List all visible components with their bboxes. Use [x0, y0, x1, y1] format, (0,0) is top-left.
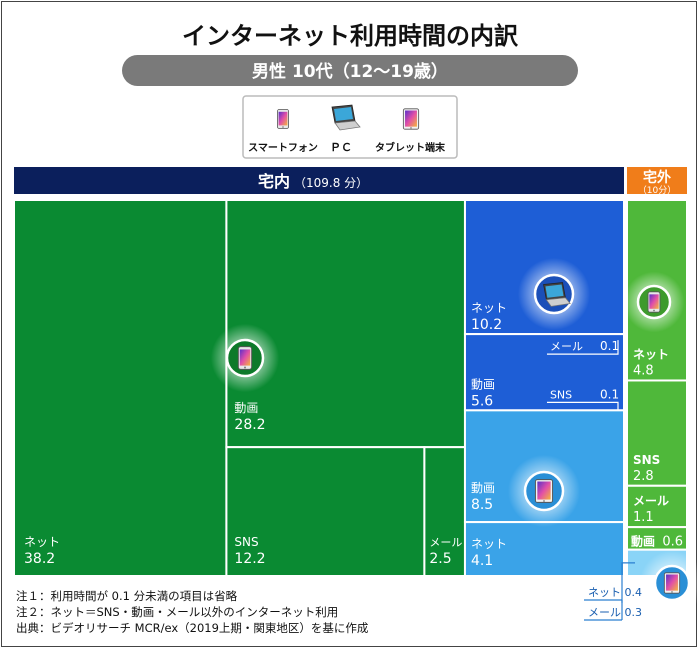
legend-label-pc: ＰＣ	[330, 141, 352, 154]
cell-home-pc-net-value: 10.2	[471, 317, 502, 333]
cell-home-pc-video	[463, 333, 625, 412]
cell-away-smartphone-mail	[626, 484, 688, 529]
cell-away-smartphone-mail-value: 1.1	[633, 510, 654, 525]
cell-home-pc-sns-label: SNS	[550, 388, 572, 401]
cell-home-tablet-net-value: 4.1	[471, 553, 493, 569]
cell-away-tablet-mail: メール 0.3	[588, 606, 642, 619]
cell-home-tablet-video-label: 動画	[471, 481, 495, 495]
legend-smartphone-icon	[276, 108, 290, 130]
cell-home-smartphone-mail-label: メール	[429, 536, 462, 549]
home-header	[14, 167, 624, 194]
cell-home-smartphone-mail-value: 2.5	[429, 551, 451, 567]
cell-away-smartphone-mail-label: メール	[633, 494, 669, 508]
home-header-total: （109.8 分）	[294, 176, 368, 190]
legend-label-tablet: タブレット端末	[375, 141, 446, 154]
cell-away-smartphone-net-value: 4.8	[633, 363, 654, 378]
cell-home-smartphone-video-label: 動画	[234, 401, 258, 415]
cell-home-smartphone-sns-value: 12.2	[234, 551, 265, 567]
cell-away-smartphone-video-value: 0.6	[662, 535, 683, 550]
badge-laptop-icon	[543, 282, 571, 307]
badge-tablet-icon	[534, 479, 554, 503]
note-1: 注１：利用時間が 0.1 分未満の項目は省略	[16, 589, 238, 603]
cell-home-smartphone-sns	[225, 446, 426, 577]
cell-home-smartphone-sns-label: SNS	[234, 535, 258, 549]
cell-away-smartphone-sns	[626, 379, 688, 487]
legend-label-smartphone: スマートフォン	[248, 142, 318, 154]
home-header-label: 宅内	[258, 172, 290, 191]
cell-away-smartphone-sns-value: 2.8	[633, 469, 654, 484]
cell-away-smartphone-sns-label: SNS	[633, 453, 660, 467]
chart-subtitle: 男性 10代（12〜19歳）	[252, 61, 448, 82]
cell-away-smartphone-video-label: 動画	[631, 534, 655, 549]
note-2: 注２：ネット＝SNS・動画・メール以外のインターネット利用	[16, 605, 338, 619]
cell-away-smartphone-net-label: ネット	[633, 347, 669, 361]
legend-laptop-icon	[331, 104, 361, 131]
cell-away-tablet-net: ネット 0.4	[588, 586, 642, 599]
cell-home-smartphone-net-value: 38.2	[24, 551, 55, 567]
cell-home-pc-mail-label: メール	[550, 340, 583, 353]
cell-home-pc-net-label: ネット	[471, 301, 507, 315]
cell-home-tablet-net	[463, 521, 625, 577]
leader-away-tablet	[621, 562, 635, 603]
cell-home-pc-video-label: 動画	[471, 377, 495, 391]
cell-home-smartphone-net-label: ネット	[24, 535, 60, 549]
badge-away-smartphone-icon	[647, 291, 661, 313]
badge-away-tablet-icon	[663, 572, 681, 594]
away-header-total: （10分）	[638, 185, 676, 196]
legend-tablet-icon	[402, 108, 420, 130]
chart-title: インターネット利用時間の内訳	[182, 22, 519, 50]
note-3: 出典：ビデオリサーチ MCR/ex（2019上期・関東地区）を基に作成	[16, 621, 369, 635]
cell-home-smartphone-video-value: 28.2	[234, 417, 265, 433]
leader-home-pc-mail	[546, 340, 619, 355]
cell-home-pc-mail-value: 0.1	[600, 339, 619, 353]
cell-home-tablet-video-value: 8.5	[471, 497, 493, 513]
cell-home-smartphone-video	[225, 199, 466, 449]
cell-home-pc-video-value: 5.6	[471, 393, 493, 409]
cell-home-smartphone-mail	[423, 446, 466, 577]
cell-home-tablet-net-label: ネット	[471, 537, 507, 551]
badge-smartphone-icon	[237, 346, 253, 370]
subtitle-pill	[122, 55, 578, 86]
away-header-label: 宅外	[643, 169, 671, 186]
cell-home-pc-sns-value: 0.1	[600, 387, 619, 401]
cell-home-smartphone-net	[13, 199, 228, 577]
away-header	[627, 167, 687, 194]
